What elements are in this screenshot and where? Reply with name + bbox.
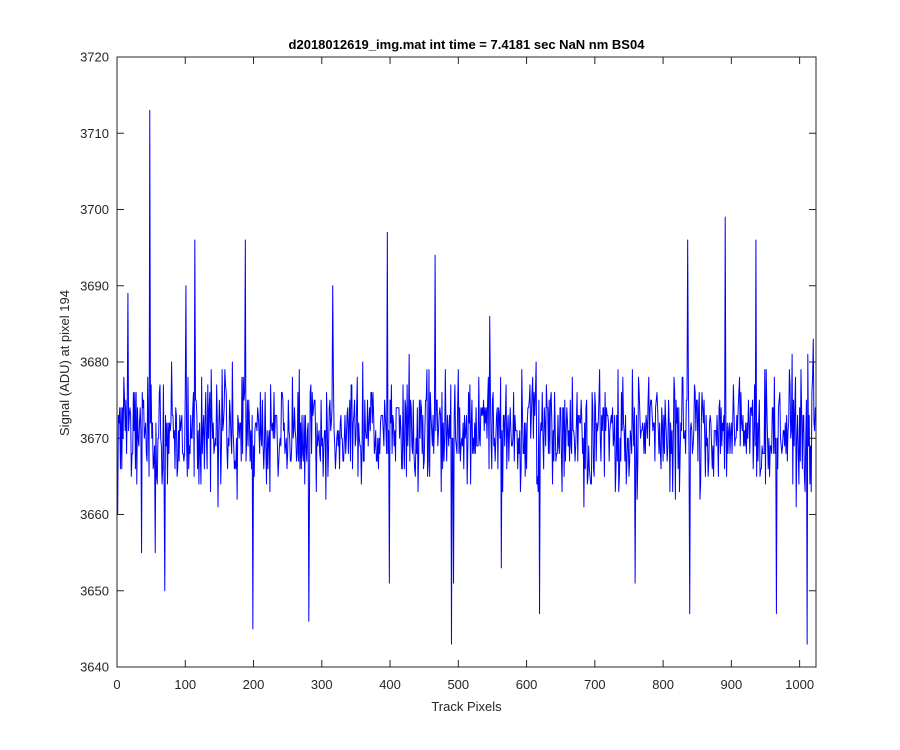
tick-marks — [116, 56, 816, 668]
chart-title: d2018012619_img.mat int time = 7.4181 se… — [289, 37, 646, 52]
x-axis-label: Track Pixels — [431, 699, 502, 714]
y-axis-label: Signal (ADU) at pixel 194 — [57, 290, 72, 436]
y-tick-label: 3700 — [80, 202, 109, 217]
x-tick-label: 1000 — [785, 677, 814, 692]
x-tick-label: 0 — [113, 677, 120, 692]
tick-labels: 0 100 200 300 400 500 600 700 800 900 1000 3640 3650… — [80, 50, 814, 693]
x-tick-label: 500 — [447, 677, 469, 692]
y-tick-label: 3680 — [80, 355, 109, 370]
x-tick-label: 900 — [721, 677, 743, 692]
y-tick-label: 3640 — [80, 660, 109, 675]
y-tick-label: 3670 — [80, 431, 109, 446]
y-tick-label: 3660 — [80, 507, 109, 522]
plot-area — [117, 57, 816, 667]
y-tick-label: 3710 — [80, 126, 109, 141]
x-tick-label: 400 — [379, 677, 401, 692]
x-tick-label: 100 — [174, 677, 196, 692]
series-line — [117, 109, 816, 645]
x-tick-label: 700 — [584, 677, 606, 692]
data-layer — [117, 109, 816, 645]
y-tick-label: 3650 — [80, 583, 109, 598]
x-tick-label: 600 — [516, 677, 538, 692]
x-tick-label: 300 — [311, 677, 333, 692]
axes-box — [116, 56, 817, 668]
x-tick-label: 200 — [243, 677, 265, 692]
x-tick-label: 800 — [652, 677, 674, 692]
y-tick-label: 3690 — [80, 278, 109, 293]
y-tick-label: 3720 — [80, 50, 109, 65]
